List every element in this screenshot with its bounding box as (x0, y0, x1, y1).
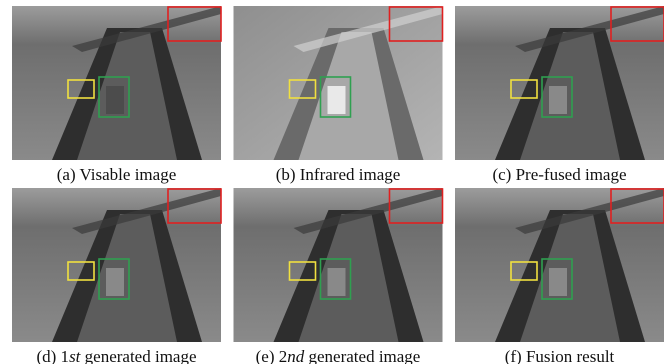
person (328, 268, 346, 296)
caption-part: (a) Visable image (57, 165, 177, 184)
caption-part: generated image (304, 347, 420, 364)
caption: (d) 1st generated image (36, 347, 196, 364)
caption-part: (d) 1 (36, 347, 69, 364)
person (328, 86, 346, 114)
panel (455, 188, 664, 342)
figure: (a) Visable image (b) Infrared image (c) P… (0, 0, 664, 364)
caption-part: (e) 2 (256, 347, 288, 364)
caption: (e) 2nd generated image (256, 347, 421, 364)
caption: (f) Fusion result (505, 347, 615, 364)
caption-part: (f) Fusion result (505, 347, 615, 364)
panel (234, 188, 443, 342)
panel (12, 6, 221, 160)
panel (234, 6, 443, 160)
person (106, 268, 124, 296)
caption: (b) Infrared image (276, 165, 401, 184)
panel (12, 188, 221, 342)
person (549, 268, 567, 296)
caption: (c) Pre-fused image (492, 165, 626, 184)
caption: (a) Visable image (57, 165, 177, 184)
person (106, 86, 124, 114)
person (549, 86, 567, 114)
panel (455, 6, 664, 160)
caption-part: generated image (80, 347, 196, 364)
caption-part: (c) Pre-fused image (492, 165, 626, 184)
caption-part: nd (287, 347, 305, 364)
caption-part: (b) Infrared image (276, 165, 401, 184)
